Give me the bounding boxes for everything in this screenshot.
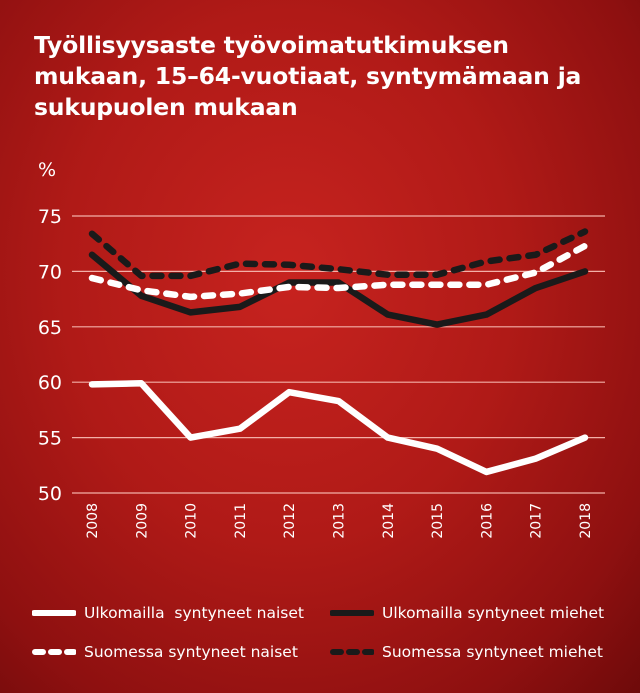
legend-label: Ulkomailla syntyneet naiset: [84, 604, 304, 622]
x-tick-label: 2010: [184, 503, 200, 539]
y-tick-label: 55: [38, 428, 62, 450]
legend-swatch-dashed-black: [330, 649, 374, 655]
legend-swatch-dashed-white: [32, 649, 76, 655]
legend-item-suomessa-miehet: Suomessa syntyneet miehet: [330, 643, 603, 661]
y-tick-label: 60: [38, 372, 62, 394]
legend-swatch-solid-black: [330, 610, 374, 616]
x-tick-label: 2016: [479, 503, 495, 539]
legend-item-suomessa-naiset: Suomessa syntyneet naiset: [32, 643, 298, 661]
legend-label: Ulkomailla syntyneet miehet: [382, 604, 605, 622]
x-tick-label: 2017: [529, 503, 545, 539]
legend-item-ulkomailla-naiset: Ulkomailla syntyneet naiset: [32, 604, 304, 622]
x-tick-label: 2009: [134, 503, 150, 539]
y-axis-label: %: [38, 159, 56, 181]
x-tick-label: 2011: [233, 503, 249, 539]
x-tick-label: 2013: [332, 503, 348, 539]
legend-label: Suomessa syntyneet naiset: [84, 643, 298, 661]
x-tick-label: 2008: [85, 503, 101, 539]
x-tick-label: 2015: [430, 503, 446, 539]
legend-label: Suomessa syntyneet miehet: [382, 643, 603, 661]
series-line-0: [88, 380, 589, 476]
chart-title: Työllisyysaste työvoimatutkimuksen mukaa…: [34, 31, 582, 121]
legend-item-ulkomailla-miehet: Ulkomailla syntyneet miehet: [330, 604, 604, 622]
x-tick-label: 2014: [381, 503, 397, 539]
y-tick-label: 65: [38, 317, 62, 339]
y-tick-label: 75: [38, 206, 62, 228]
x-tick-label: 2012: [282, 503, 298, 539]
legend-swatch-solid-white: [32, 610, 76, 616]
x-tick-label: 2018: [578, 503, 594, 539]
y-tick-label: 50: [38, 483, 62, 505]
y-tick-label: 70: [38, 261, 62, 283]
